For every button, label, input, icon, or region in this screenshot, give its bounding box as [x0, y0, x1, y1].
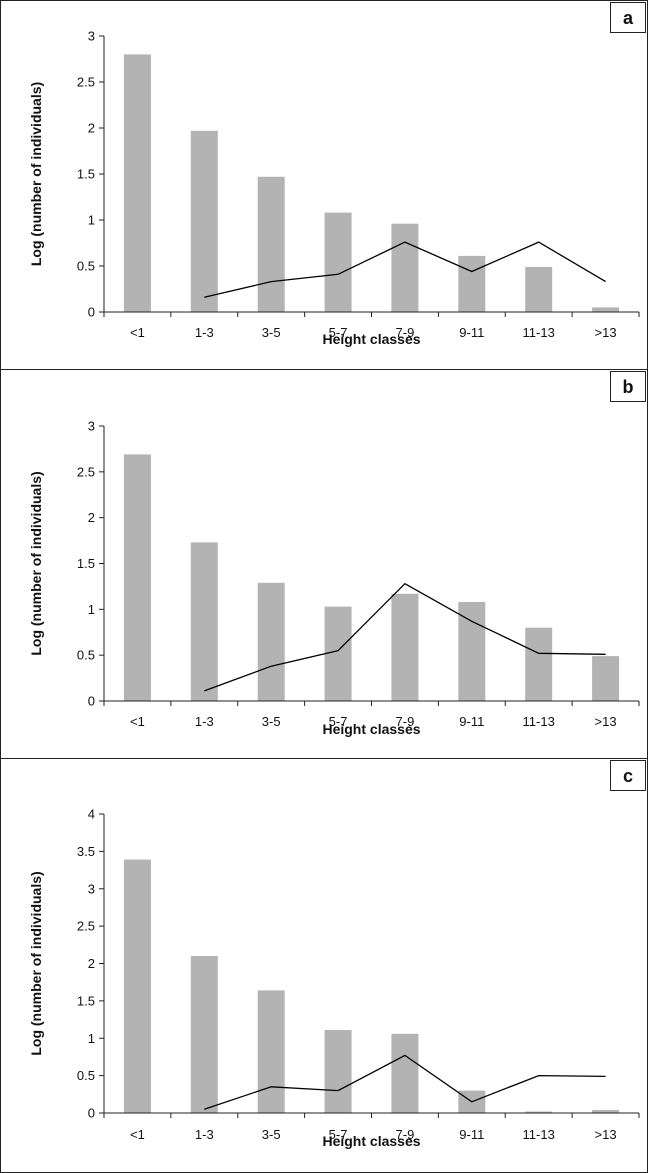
bar-5-7	[324, 606, 352, 701]
line-series	[204, 582, 606, 692]
bar-7-9	[391, 1033, 419, 1113]
x-tick-label: 7-9	[396, 714, 415, 729]
y-tick-label: 1.5	[77, 556, 95, 571]
y-tick-label: 3	[88, 419, 95, 434]
y-tick-label: 4	[88, 807, 95, 822]
line-series	[204, 241, 606, 298]
bar-9-11	[458, 602, 486, 701]
y-tick-label: 0.5	[77, 1068, 95, 1083]
y-axis-title: Log (number of individuals)	[28, 82, 44, 266]
x-tick-label: 11-13	[523, 714, 555, 729]
x-tick-label: 1-3	[195, 1127, 214, 1142]
y-tick-label: 3.5	[77, 844, 95, 859]
bar-1-3	[190, 956, 218, 1113]
y-tick-label: 1	[88, 213, 95, 228]
y-tick-label: 0.5	[77, 259, 95, 274]
y-tick-label: 2	[88, 956, 95, 971]
bar-7-9	[391, 593, 419, 702]
y-tick-label: 2	[88, 510, 95, 525]
x-tick-label: >13	[595, 1127, 617, 1142]
x-tick-label: <1	[130, 325, 145, 340]
x-tick-label: >13	[595, 714, 617, 729]
x-tick-label: 5-7	[329, 325, 348, 340]
x-tick-label: 11-13	[523, 325, 555, 340]
chart-panel-c: 0 0.5 1 1.5 2 2.5 3 3.5 4 <1 1-3 3-5 5-7 7-9 9-11 11-13…	[0, 758, 648, 1173]
panel-label: a	[623, 8, 634, 28]
y-tick-label: 0	[88, 694, 95, 709]
bar-<1	[123, 54, 151, 313]
x-tick-label: 5-7	[329, 1127, 348, 1142]
bar-3-5	[257, 990, 285, 1113]
y-axis-title: Log (number of individuals)	[28, 871, 44, 1055]
x-tick-label: 7-9	[396, 325, 415, 340]
chart-b-svg: 0 0.5 1 1.5 2 2.5 3 <1 1-3 3-5 5-7 7-9 9-11 11-13 >13 H…	[28, 371, 646, 737]
x-tick-label: 11-13	[523, 1127, 555, 1142]
chart-a-svg: 0 0.5 1 1.5 2 2.5 3 <1 1-3 3-5 5-7 7-9 9-11 11-13 >13 H…	[28, 2, 646, 347]
bar-11-13	[525, 627, 553, 701]
line-series	[204, 1054, 606, 1110]
chart-panel-a: 0 0.5 1 1.5 2 2.5 3 <1 1-3 3-5 5-7 7-9 9-11 11-13 >13 H…	[0, 0, 648, 370]
y-tick-label: 1	[88, 1031, 95, 1046]
x-tick-label: 1-3	[195, 325, 214, 340]
x-axis-title: Height classes	[322, 331, 420, 347]
bar-1-3	[190, 542, 218, 701]
x-tick-label: 9-11	[459, 714, 484, 729]
x-tick-label: 3-5	[262, 325, 281, 340]
bar-<1	[123, 454, 151, 701]
y-axis-title: Log (number of individuals)	[28, 471, 44, 655]
x-tick-label: 5-7	[329, 714, 348, 729]
x-axis-title: Height classes	[322, 1133, 420, 1149]
chart-panel-b: 0 0.5 1 1.5 2 2.5 3 <1 1-3 3-5 5-7 7-9 9-11 11-13 >13 H…	[0, 369, 648, 759]
y-tick-label: 0	[88, 1106, 95, 1121]
bar->13	[592, 656, 620, 701]
y-tick-label: 2.5	[77, 464, 95, 479]
y-tick-label: 3	[88, 881, 95, 896]
panel-label: c	[623, 766, 633, 786]
bar->13	[592, 1110, 620, 1113]
bar-9-11	[458, 255, 486, 312]
bar-<1	[123, 859, 151, 1113]
x-tick-label: <1	[130, 714, 145, 729]
bar-3-5	[257, 176, 285, 312]
y-tick-label: 0	[88, 305, 95, 320]
x-tick-label: 3-5	[262, 1127, 281, 1142]
y-tick-label: 0.5	[77, 648, 95, 663]
x-tick-label: 3-5	[262, 714, 281, 729]
x-tick-label: >13	[595, 325, 617, 340]
y-tick-label: 2	[88, 121, 95, 136]
x-tick-label: <1	[130, 1127, 145, 1142]
y-tick-label: 1.5	[77, 993, 95, 1008]
y-tick-label: 1	[88, 602, 95, 617]
x-tick-label: 9-11	[459, 325, 484, 340]
bar-11-13	[525, 266, 553, 312]
chart-c-svg: 0 0.5 1 1.5 2 2.5 3 3.5 4 <1 1-3 3-5 5-7 7-9 9-11 11-13…	[28, 760, 646, 1149]
bar-11-13	[525, 1111, 553, 1113]
y-tick-label: 3	[88, 29, 95, 44]
y-tick-label: 2.5	[77, 919, 95, 934]
bar-5-7	[324, 1030, 352, 1113]
panel-label-box	[610, 2, 646, 33]
bar-1-3	[190, 130, 218, 312]
x-tick-label: 1-3	[195, 714, 214, 729]
y-tick-label: 1.5	[77, 167, 95, 182]
bar-5-7	[324, 212, 352, 312]
x-axis-title: Height classes	[322, 721, 420, 737]
x-tick-label: 9-11	[459, 1127, 484, 1142]
bar-3-5	[257, 582, 285, 702]
panel-label: b	[623, 377, 634, 397]
y-tick-label: 2.5	[77, 75, 95, 90]
x-tick-label: 7-9	[396, 1127, 415, 1142]
panel-label-box	[610, 760, 646, 791]
bar-7-9	[391, 223, 419, 312]
panel-label-box	[610, 371, 646, 402]
bar->13	[592, 307, 620, 312]
